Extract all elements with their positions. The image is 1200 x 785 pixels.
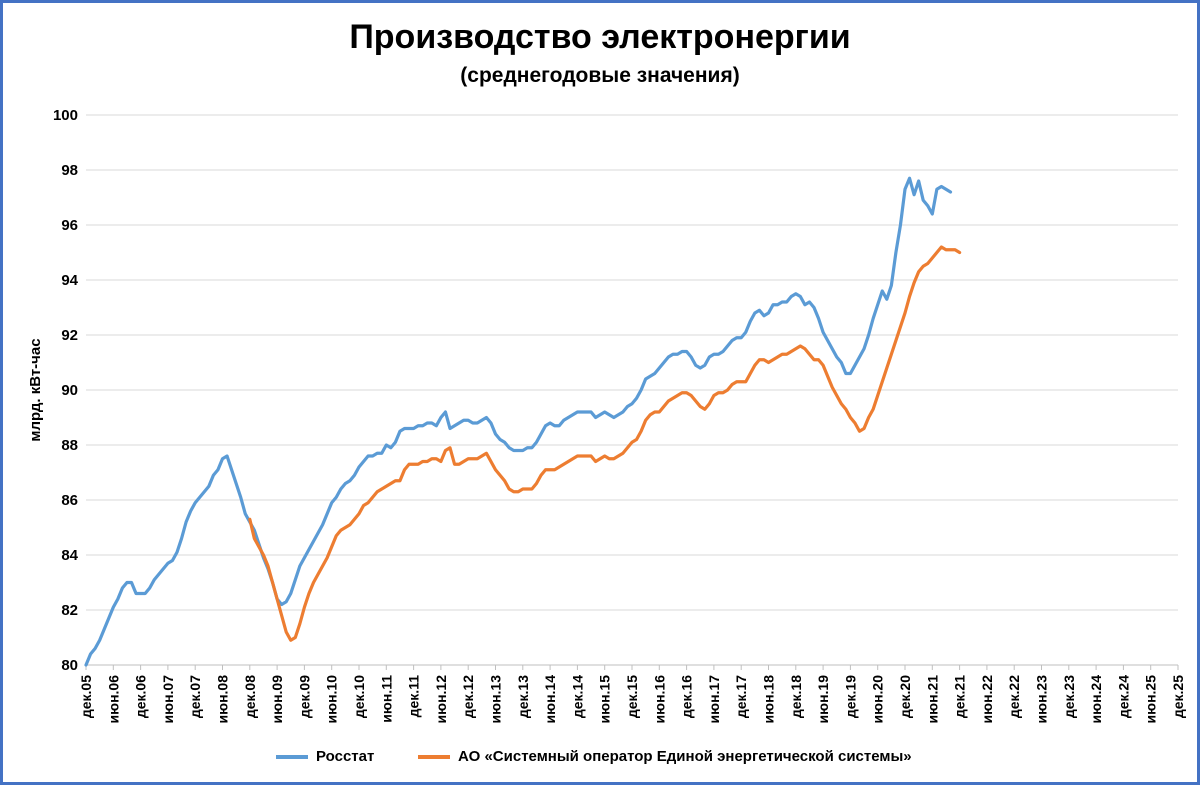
legend-item-rosstat: Росстат [276,748,374,765]
x-tick-label: дек.12 [460,675,476,718]
x-tick-label: дек.20 [897,675,913,718]
legend-swatch-rosstat [276,754,308,759]
x-tick-label: июн.12 [433,675,449,724]
x-tick-label: дек.05 [78,675,94,718]
x-tick-label: июн.14 [542,675,558,724]
x-tick-label: дек.07 [187,675,203,718]
x-tick-label: июн.21 [924,675,940,724]
y-axis-label: млрд. кВт-час [27,338,44,441]
x-tick-label: дек.14 [569,675,585,718]
x-tick-label: июн.23 [1034,675,1050,724]
x-tick-label: дек.13 [515,675,531,718]
x-tick-label: дек.09 [296,675,312,718]
y-tick-label: 88 [61,437,78,454]
y-tick-label: 80 [61,657,78,674]
x-tick-label: дек.24 [1115,675,1131,718]
x-tick-label: дек.06 [133,675,149,718]
x-tick-label: дек.17 [733,675,749,718]
x-tick-label: дек.15 [624,675,640,718]
x-tick-label: дек.10 [351,675,367,718]
y-tick-label: 96 [61,217,78,234]
y-tick-label: 100 [53,107,78,124]
rosstat-line [84,176,953,667]
x-tick-label: июн.10 [324,675,340,724]
legend-label-so-ues: АО «Системный оператор Единой энергетиче… [458,748,912,765]
x-tick-label: дек.16 [679,675,695,718]
y-tick-label: 84 [61,547,78,564]
y-tick-label: 86 [61,492,78,509]
y-tick-label: 98 [61,162,78,179]
y-tick-label: 82 [61,602,78,619]
chart-subtitle: (среднегодовые значения) [460,64,740,87]
gridlines [85,114,1179,670]
chart-title: Производство электронергии [349,18,851,56]
x-tick-label: июн.22 [979,675,995,724]
y-tick-labels: 80 82 84 86 88 90 92 94 96 98 100 [53,107,79,674]
x-tick-label: июн.15 [597,675,613,724]
series-lines [84,176,962,667]
y-tick-label: 94 [61,272,78,289]
y-tick-label: 92 [61,327,78,344]
x-tick-label: июн.09 [269,675,285,724]
x-tick-label: июн.19 [815,675,831,724]
x-tick-label: июн.13 [488,675,504,724]
x-tick-label: дек.19 [842,675,858,718]
x-tick-label: дек.21 [952,675,968,718]
so-ues-line [248,245,962,642]
x-tick-label: июн.08 [215,675,231,724]
x-tick-label: дек.11 [406,675,422,718]
x-tick-label: июн.25 [1143,675,1159,724]
x-tick-label: дек.23 [1061,675,1077,718]
x-tick-label: дек.22 [1006,675,1022,718]
x-tick-label: июн.24 [1088,675,1104,724]
x-tick-labels: дек.05 июн.06 дек.06 июн.07 дек.07 июн.08 дек.… [78,675,1186,724]
legend-item-so-ues: АО «Системный оператор Единой энергетиче… [418,748,912,765]
legend-label-rosstat: Росстат [316,748,375,765]
x-tick-label: июн.18 [761,675,777,724]
x-tick-label: дек.08 [242,675,258,718]
y-tick-label: 90 [61,382,78,399]
legend-swatch-so-ues [418,754,450,759]
x-tick-label: дек.25 [1170,675,1186,718]
x-tick-label: июн.20 [870,675,886,724]
x-tick-label: июн.06 [105,675,121,724]
x-tick-label: июн.16 [651,675,667,724]
x-tick-label: июн.07 [160,675,176,724]
x-tick-label: дек.18 [788,675,804,718]
x-tick-label: июн.17 [706,675,722,724]
x-tick-label: июн.11 [378,675,394,723]
